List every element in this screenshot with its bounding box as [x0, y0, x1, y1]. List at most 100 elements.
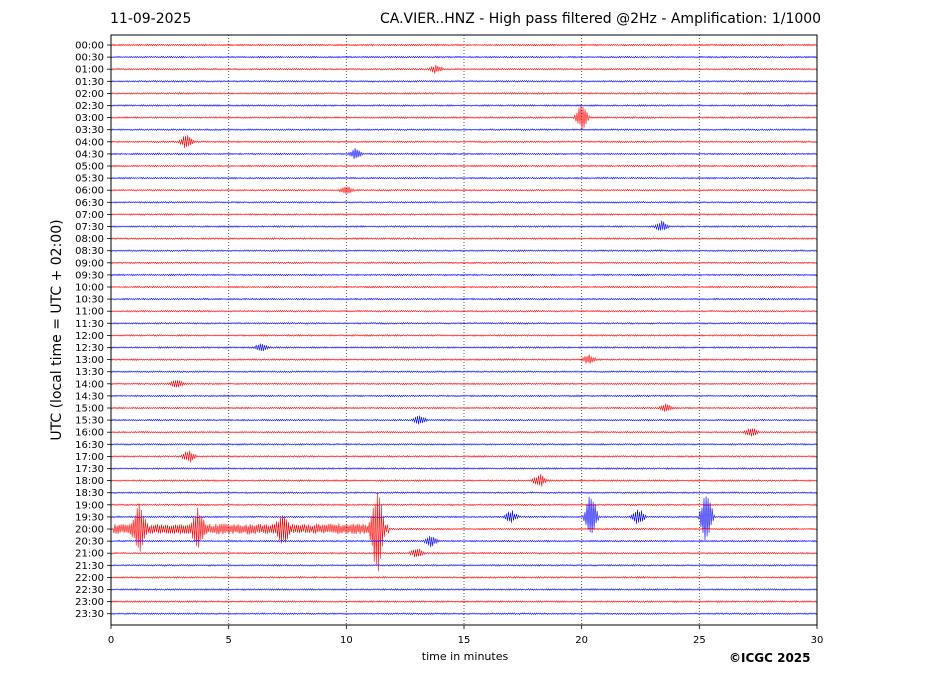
trace-line-1000 — [111, 285, 817, 289]
y-tick-label: 09:00 — [75, 258, 104, 269]
trace-line-2000 — [111, 492, 817, 572]
y-tick-label: 00:00 — [75, 41, 104, 52]
y-tick-label: 23:30 — [75, 609, 104, 620]
trace-line-1130 — [111, 321, 817, 325]
y-tick-label: 10:00 — [75, 283, 104, 294]
y-tick-label: 13:00 — [75, 355, 104, 366]
trace-line-0830 — [111, 249, 817, 253]
y-tick-label: 10:30 — [75, 295, 104, 306]
y-tick-label: 19:30 — [75, 512, 104, 523]
y-tick-label: 02:00 — [75, 89, 104, 100]
y-tick-label: 05:30 — [75, 174, 104, 185]
trace-line-0000 — [111, 43, 817, 47]
trace-line-0800 — [111, 237, 817, 240]
y-tick-label: 06:00 — [75, 186, 104, 197]
trace-line-2130 — [111, 563, 817, 567]
y-tick-label: 05:00 — [75, 162, 104, 173]
y-tick-label: 21:30 — [75, 561, 104, 572]
trace-line-0200 — [111, 92, 817, 95]
y-tick-label: 09:30 — [75, 270, 104, 281]
trace-line-0300 — [111, 105, 817, 130]
y-tick-label: 13:30 — [75, 367, 104, 378]
x-tick-label: 10 — [340, 635, 353, 646]
trace-line-2030 — [111, 535, 817, 548]
y-tick-label: 12:30 — [75, 343, 104, 354]
y-tick-label: 23:00 — [75, 597, 104, 608]
y-tick-label: 16:30 — [75, 440, 104, 451]
trace-line-0530 — [111, 176, 817, 180]
trace-line-0030 — [111, 55, 817, 59]
y-tick-label: 20:30 — [75, 537, 104, 548]
trace-line-2230 — [111, 588, 817, 591]
trace-line-1730 — [111, 467, 817, 470]
trace-line-1300 — [111, 354, 817, 364]
y-tick-label: 18:00 — [75, 476, 104, 487]
trace-line-1600 — [111, 428, 817, 437]
trace-line-1500 — [111, 403, 817, 412]
trace-line-1330 — [111, 370, 817, 374]
y-tick-label: 17:30 — [75, 464, 104, 475]
y-tick-label: 06:30 — [75, 198, 104, 209]
trace-line-1900 — [111, 503, 817, 507]
trace-line-2100 — [111, 548, 817, 558]
x-tick-label: 0 — [108, 635, 114, 646]
trace-line-1200 — [111, 334, 817, 337]
y-tick-label: 22:30 — [75, 585, 104, 596]
y-tick-label: 15:30 — [75, 416, 104, 427]
copyright-notice: ©ICGC 2025 — [729, 651, 811, 665]
x-tick-label: 30 — [811, 635, 824, 646]
trace-line-1100 — [111, 309, 817, 313]
chart-title: CA.VIER..HNZ - High pass filtered @2Hz -… — [380, 11, 822, 27]
trace-line-0730 — [111, 220, 817, 231]
trace-line-0900 — [111, 261, 817, 265]
y-tick-label: 14:00 — [75, 379, 104, 390]
y-tick-label: 01:00 — [75, 65, 104, 76]
trace-line-0230 — [111, 104, 817, 107]
y-tick-label: 07:00 — [75, 210, 104, 221]
trace-line-1400 — [111, 380, 817, 388]
y-tick-label: 18:30 — [75, 488, 104, 499]
trace-line-1230 — [111, 343, 817, 352]
trace-line-1700 — [111, 450, 817, 463]
y-tick-label: 16:00 — [75, 428, 104, 439]
y-tick-label: 08:00 — [75, 234, 104, 245]
trace-line-0330 — [111, 128, 817, 132]
trace-line-1630 — [111, 442, 817, 446]
y-tick-label: 21:00 — [75, 549, 104, 560]
y-tick-label: 02:30 — [75, 101, 104, 112]
trace-line-1830 — [111, 491, 817, 495]
trace-line-0430 — [111, 148, 817, 160]
x-axis-label: time in minutes — [421, 650, 509, 663]
y-tick-label: 00:30 — [75, 53, 104, 64]
x-tick-label: 5 — [225, 635, 231, 646]
y-tick-label: 19:00 — [75, 500, 104, 511]
y-tick-label: 12:00 — [75, 331, 104, 342]
y-tick-label: 04:30 — [75, 149, 104, 160]
trace-line-2200 — [111, 576, 817, 579]
y-tick-label: 07:30 — [75, 222, 104, 233]
y-tick-label: 01:30 — [75, 77, 104, 88]
trace-group — [111, 43, 817, 616]
y-tick-label: 03:30 — [75, 125, 104, 136]
x-tick-label: 20 — [575, 635, 588, 646]
trace-line-0630 — [111, 200, 817, 204]
x-tick-label: 25 — [693, 635, 706, 646]
trace-line-0100 — [111, 64, 817, 74]
y-tick-label: 20:00 — [75, 525, 104, 536]
trace-line-1030 — [111, 297, 817, 301]
trace-line-2300 — [111, 600, 817, 603]
trace-line-0400 — [111, 135, 817, 149]
trace-line-0500 — [111, 164, 817, 168]
y-tick-label: 22:00 — [75, 573, 104, 584]
date-title: 11-09-2025 — [110, 11, 192, 27]
trace-line-0930 — [111, 273, 817, 277]
trace-line-1800 — [111, 473, 817, 487]
y-tick-label: 08:30 — [75, 246, 104, 257]
y-tick-label: 03:00 — [75, 113, 104, 124]
trace-line-0700 — [111, 213, 817, 216]
y-tick-label: 15:00 — [75, 404, 104, 415]
trace-line-0130 — [111, 79, 817, 83]
trace-line-2330 — [111, 612, 817, 616]
y-tick-label: 04:00 — [75, 137, 104, 148]
